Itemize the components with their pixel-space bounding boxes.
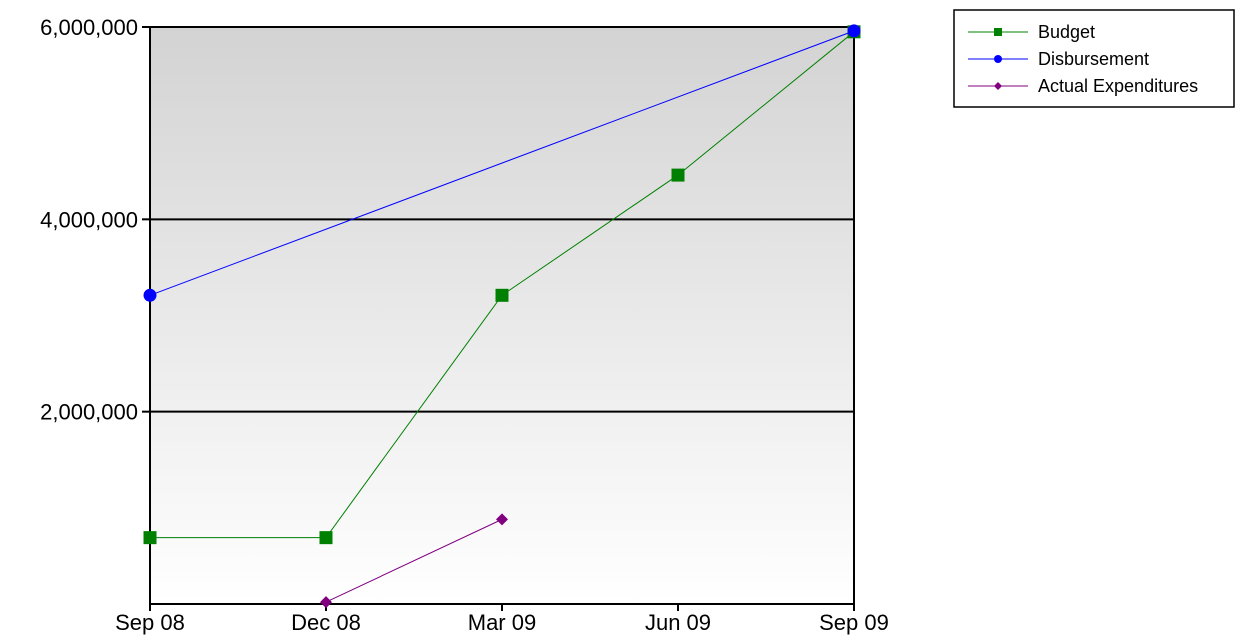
legend-marker [994,28,1002,36]
legend-label: Disbursement [1038,49,1149,69]
plot-area [149,26,855,605]
data-point-budget [495,288,509,302]
data-point-disbursement [143,288,157,302]
gridlines [150,26,854,413]
x-tick-label: Mar 09 [468,610,536,635]
data-point-budget [319,531,333,545]
legend-marker [994,55,1002,63]
x-tick-label: Jun 09 [645,610,711,635]
series-actual-expenditures [320,513,508,609]
x-tick-label: Sep 08 [115,610,185,635]
data-point-budget [671,168,685,182]
legend-marker [994,82,1002,90]
data-point-budget [143,531,157,545]
data-point-disbursement [847,24,861,38]
series-disbursement [143,24,861,302]
x-tick-label: Dec 08 [291,610,361,635]
legend-item-disbursement: Disbursement [968,49,1149,69]
y-tick-label: 6,000,000 [40,15,138,40]
y-tick-label: 4,000,000 [40,207,138,232]
data-point-actual-expenditures [496,513,508,526]
y-tick-label: 2,000,000 [40,400,138,425]
series [143,24,861,609]
legend: Budget Disbursement Actual Expenditures [953,9,1235,108]
legend-item-actual-expenditures: Actual Expenditures [968,76,1198,96]
x-tick-label: Sep 09 [819,610,889,635]
data-point-actual-expenditures [320,596,332,609]
legend-label: Budget [1038,22,1095,42]
series-line-disbursement [149,30,855,296]
legend-label: Actual Expenditures [1038,76,1198,96]
legend-item-budget: Budget [968,22,1095,42]
series-line-actual-expenditures [325,518,503,603]
axes: 2,000,000 4,000,000 6,000,000 Sep 08 Dec 08 M… [40,15,889,635]
